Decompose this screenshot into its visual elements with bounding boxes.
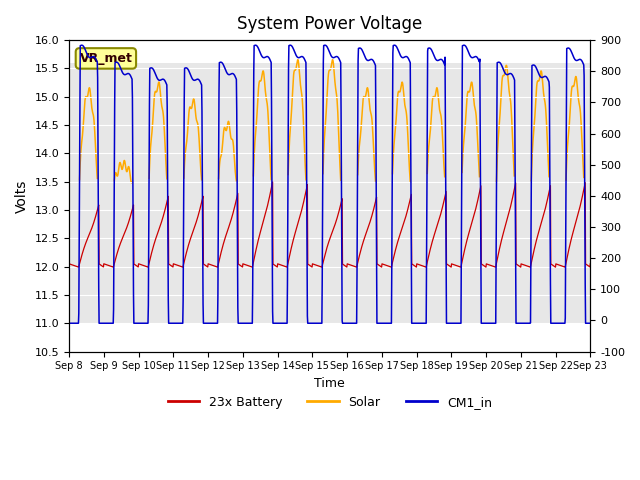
Bar — [69, 63, 590, 323]
Text: VR_met: VR_met — [79, 52, 132, 65]
X-axis label: Time: Time — [314, 377, 345, 390]
Legend: 23x Battery, Solar, CM1_in: 23x Battery, Solar, CM1_in — [163, 391, 497, 414]
Title: System Power Voltage: System Power Voltage — [237, 15, 422, 33]
Y-axis label: Volts: Volts — [15, 179, 29, 213]
